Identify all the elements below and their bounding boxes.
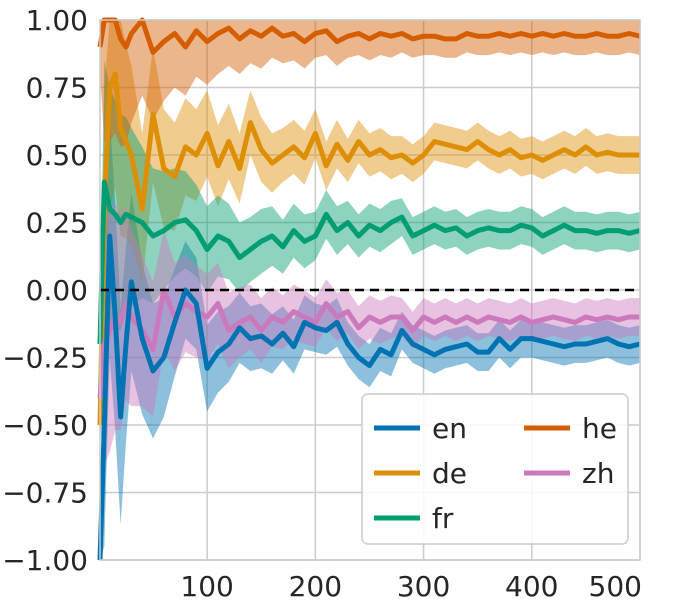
y-tick-label: −1.00 [2, 544, 88, 577]
series-lines [97, 17, 641, 561]
line-he [97, 17, 641, 55]
x-tick-label: 500 [589, 570, 642, 603]
legend-label-de: de [432, 457, 467, 490]
y-tick-label: 1.00 [26, 4, 88, 37]
line-en [97, 233, 641, 561]
x-tick-label: 300 [397, 570, 450, 603]
y-tick-label: −0.25 [2, 342, 88, 375]
y-tick-label: 0.75 [26, 72, 88, 105]
x-tick-label: 100 [180, 570, 233, 603]
line-zh [97, 287, 640, 399]
y-tick-label: −0.50 [2, 409, 88, 442]
line-de [97, 71, 640, 426]
legend-label-en: en [432, 412, 467, 445]
band-zh [100, 203, 640, 466]
y-tick-label: −0.75 [2, 477, 88, 510]
band-de [100, 20, 640, 452]
line-fr [97, 179, 641, 345]
x-axis-ticks: 100 200 300 400 500 [180, 570, 642, 603]
y-tick-label: 0.00 [26, 274, 88, 307]
legend-label-fr: fr [432, 502, 454, 535]
legend-box [361, 393, 629, 545]
legend-label-he: he [582, 412, 617, 445]
plot-frame [99, 19, 641, 561]
x-tick-label: 400 [505, 570, 558, 603]
band-he [100, 20, 640, 147]
legend: en de fr he zh [361, 393, 629, 545]
y-axis-ticks: −1.00 −0.75 −0.50 −0.25 0.00 0.25 0.50 0.75 1.00 [2, 4, 88, 577]
y-tick-label: 0.50 [26, 139, 88, 172]
x-tick-label: 200 [289, 570, 342, 603]
band-fr [100, 60, 640, 371]
legend-label-zh: zh [582, 457, 614, 490]
y-tick-label: 0.25 [26, 207, 88, 240]
